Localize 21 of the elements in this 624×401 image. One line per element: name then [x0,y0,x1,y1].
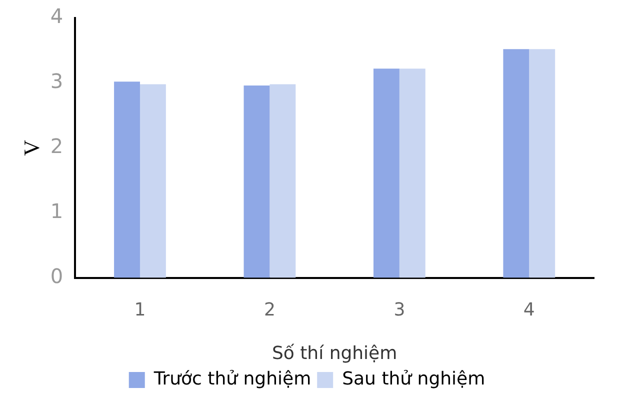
y-tick-label: 0 [50,264,64,288]
bar [114,82,140,278]
y-tick-label: 4 [50,4,64,28]
bar [140,84,166,278]
x-tick-label: 1 [134,299,146,320]
bar [529,49,556,278]
bar [399,68,426,278]
legend-label: Trước thử nghiệm [152,368,312,390]
bar [503,49,530,278]
y-tick-label: 1 [50,199,64,224]
x-tick-label: 2 [264,299,276,320]
y-tick-label: 3 [50,69,64,94]
bar [244,86,270,278]
bar [373,68,400,278]
x-tick-label: 3 [394,299,406,320]
x-axis-title: Số thí nghiệm [272,342,398,364]
legend-label: Sau thử nghiệm [342,368,486,390]
x-tick-label: 4 [523,299,535,320]
y-tick-label: 2 [50,134,64,158]
y-axis-title: V [18,140,44,156]
bar [270,84,296,278]
